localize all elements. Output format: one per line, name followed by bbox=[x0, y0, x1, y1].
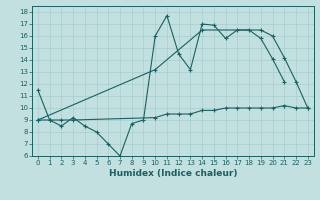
X-axis label: Humidex (Indice chaleur): Humidex (Indice chaleur) bbox=[108, 169, 237, 178]
